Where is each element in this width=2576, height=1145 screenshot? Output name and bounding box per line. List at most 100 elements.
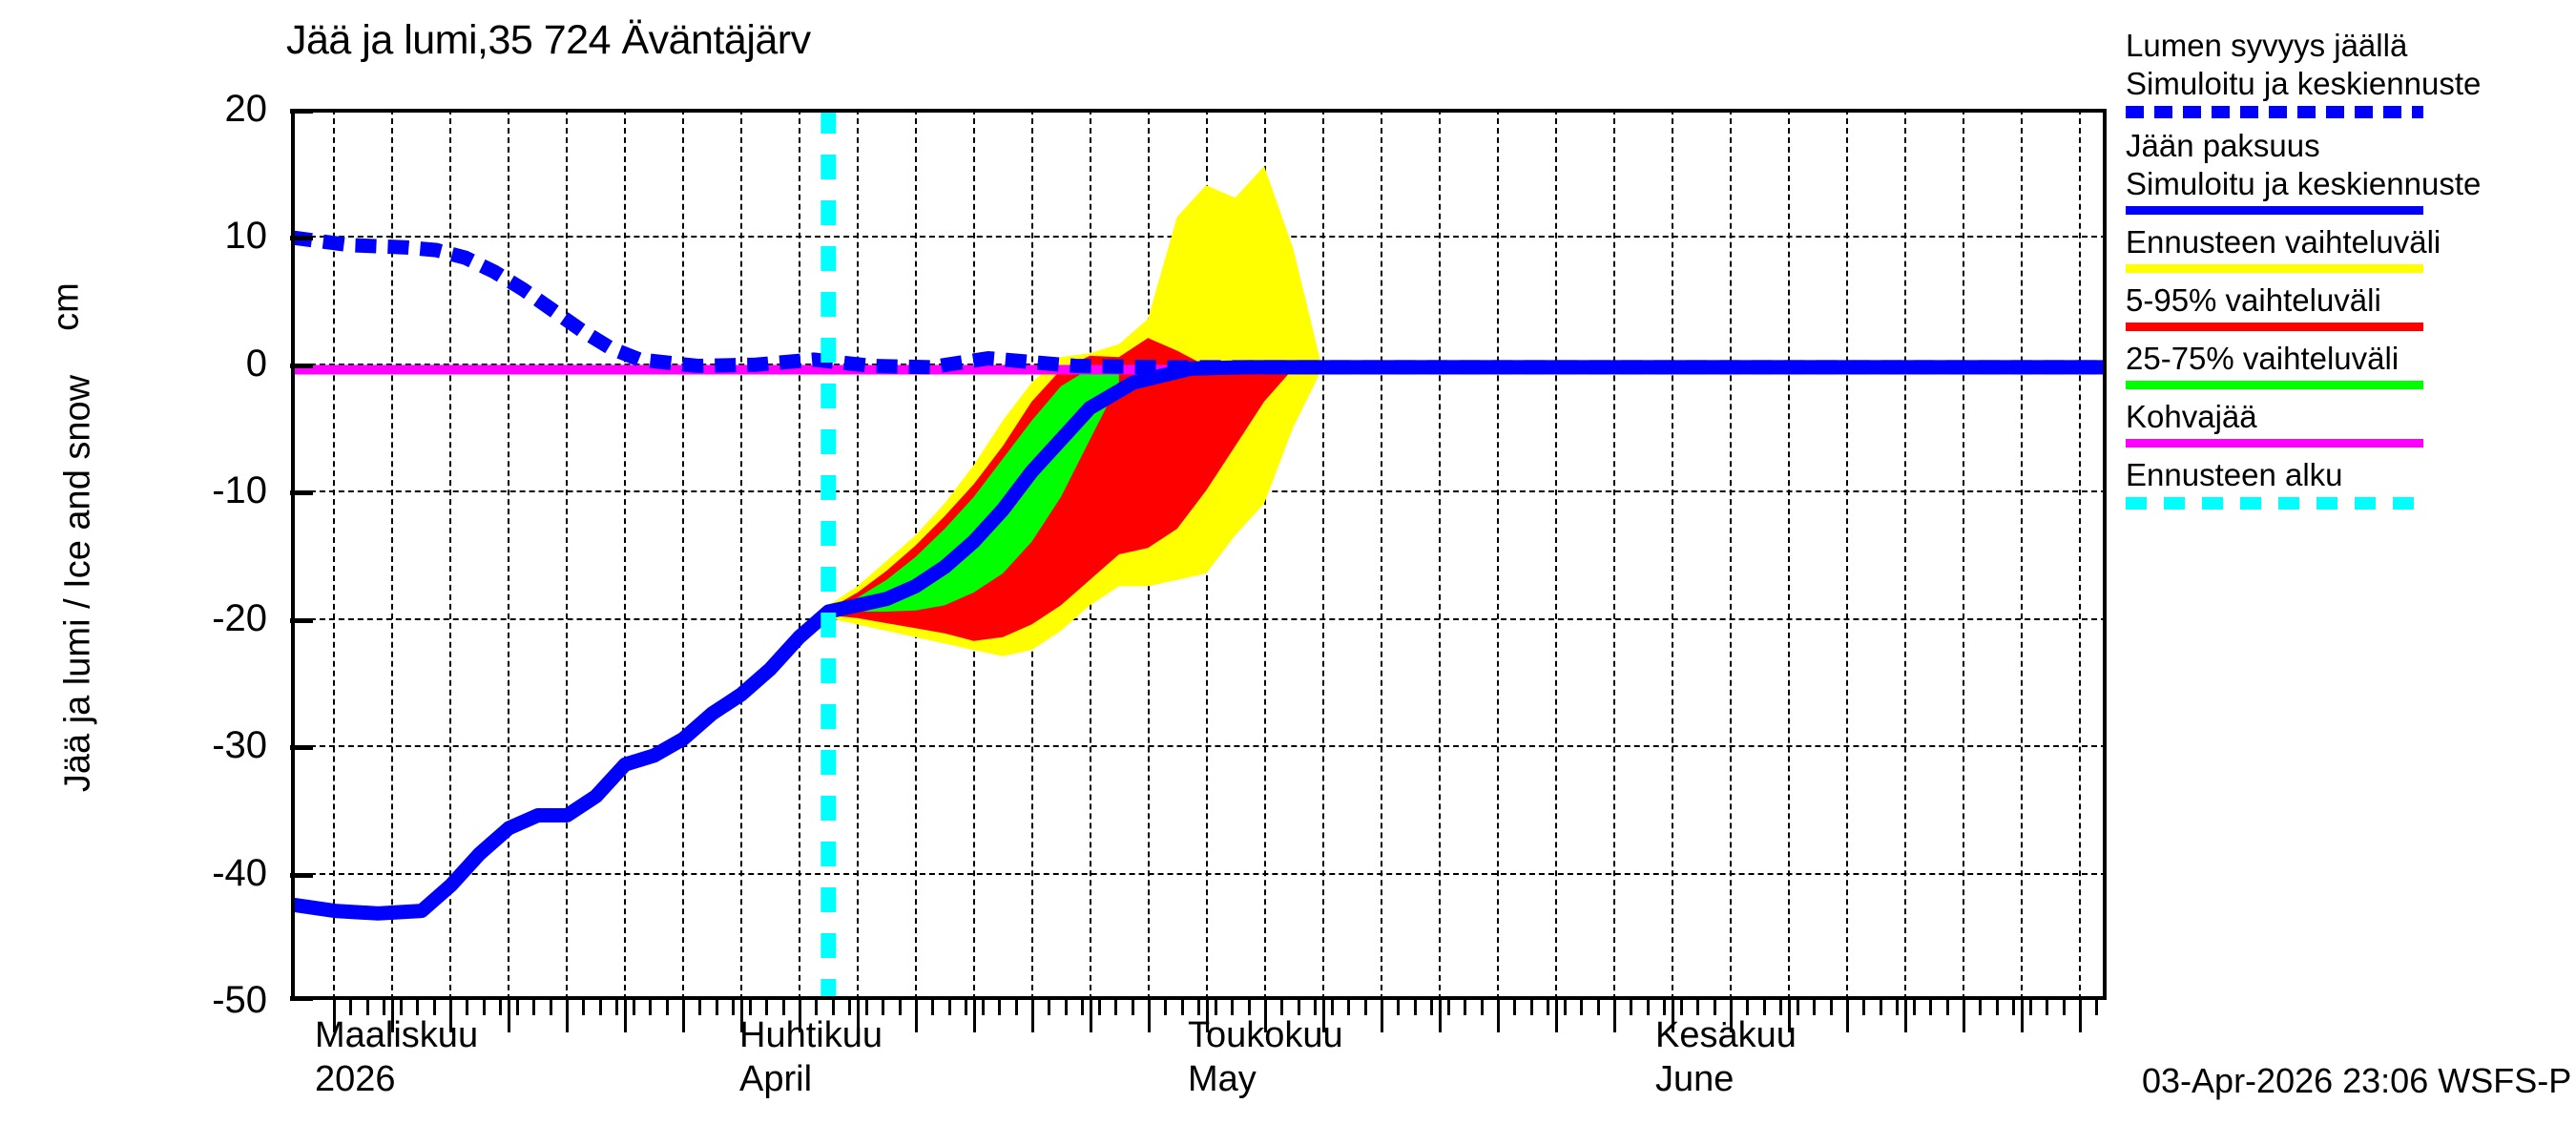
x-tick-minor [1048,1000,1051,1015]
x-tick-major [2079,1000,2082,1032]
gridline-vertical [1672,109,1673,1000]
footer-timestamp: 03-Apr-2026 23:06 WSFS-P [2142,1061,2572,1100]
x-tick-minor [1114,1000,1118,1015]
gridline-vertical [1497,109,1499,1000]
x-tick-minor [765,1000,769,1015]
x-tick-minor [1347,1000,1351,1015]
x-tick-minor [1097,1000,1101,1015]
x-tick-minor [1247,1000,1251,1015]
plot-area [290,109,2107,1001]
x-tick-minor [2028,1000,2032,1015]
x-tick-minor [1879,1000,1882,1015]
legend-swatch [2126,381,2423,389]
x-tick-minor [1014,1000,1018,1015]
x-tick-minor [981,1000,985,1015]
x-tick-minor [549,1000,552,1015]
x-tick-minor [1779,1000,1783,1015]
x-tick-minor [383,1000,386,1015]
gridline-horizontal [291,873,2107,875]
y-tick-label: 10 [224,215,268,257]
legend-item-title: 5-95% vaihteluväli [2126,282,2381,318]
gridline-vertical [740,109,742,1000]
x-tick-minor [1713,1000,1716,1015]
gridline-vertical [449,109,451,1000]
x-tick-minor [1314,1000,1318,1015]
x-tick-minor [1896,1000,1900,1015]
x-tick-major [1497,1000,1500,1032]
x-label-en: 2026 [315,1059,396,1099]
x-tick-minor [1430,1000,1434,1015]
gridline-horizontal [291,618,2107,620]
x-tick-minor [2095,1000,2099,1015]
x-tick-major [1090,1000,1092,1032]
legend-swatch [2126,264,2423,273]
x-tick-minor [815,1000,819,1015]
gridline-vertical [1963,109,1964,1000]
legend-item: Ennusteen alku [2126,456,2574,510]
x-tick-minor [715,1000,718,1015]
x-tick-minor [1480,1000,1484,1015]
x-tick-major [799,1000,801,1032]
x-label-fi: Maaliskuu [315,1015,479,1055]
x-tick-minor [1580,1000,1584,1015]
x-tick-minor [466,1000,469,1015]
legend-item-title: Jään paksuus [2126,128,2320,163]
x-tick-major [1264,1000,1267,1032]
x-tick-minor [1813,1000,1817,1015]
gridline-vertical [682,109,684,1000]
y-tick-mark [290,364,313,368]
legend-item: 25-75% vaihteluväli [2126,340,2574,389]
gridline-vertical [2021,109,2023,1000]
legend-item: Kohvajää [2126,398,2574,448]
x-axis-label-april: Huhtikuu April [739,1013,883,1101]
x-tick-minor [1214,1000,1217,1015]
x-tick-minor [2062,1000,2066,1015]
x-tick-major [2021,1000,2024,1032]
x-tick-major [1788,1000,1791,1032]
x-tick-minor [1945,1000,1949,1015]
x-tick-minor [515,1000,519,1015]
y-tick-mark [290,236,313,240]
legend-item: Lumen syvyys jäällä Simuloitu ja keskienn… [2126,27,2574,118]
x-tick-minor [698,1000,702,1015]
x-tick-minor [1446,1000,1450,1015]
x-tick-major [1846,1000,1849,1032]
x-tick-major [1613,1000,1616,1032]
x-tick-minor [1297,1000,1300,1015]
x-tick-minor [499,1000,503,1015]
x-tick-minor [349,1000,353,1015]
x-tick-minor [2012,1000,2016,1015]
gridline-vertical [1788,109,1790,1000]
x-axis-label-may: Toukokuu May [1188,1013,1343,1101]
x-tick-minor [1796,1000,1799,1015]
gridline-vertical [391,109,393,1000]
x-tick-major [624,1000,627,1032]
x-tick-minor [416,1000,420,1015]
y-tick-label: -20 [212,597,267,639]
y-tick-mark [290,618,313,623]
gridline-vertical [566,109,568,1000]
x-tick-major [1439,1000,1442,1032]
y-tick-label: -10 [212,469,267,511]
x-tick-minor [1829,1000,1833,1015]
gridline-vertical [1613,109,1615,1000]
legend-item-subtitle: Simuloitu ja keskiennuste [2126,166,2482,201]
x-tick-minor [399,1000,403,1015]
x-tick-minor [898,1000,902,1015]
x-tick-minor [998,1000,1002,1015]
y-tick-mark [290,490,313,495]
legend-swatch [2126,497,2423,510]
x-tick-major [1322,1000,1325,1032]
gridline-vertical [1846,109,1848,1000]
x-tick-minor [1979,1000,1983,1015]
x-tick-minor [864,1000,868,1015]
gridline-vertical [2079,109,2081,1000]
x-tick-minor [1762,1000,1766,1015]
legend-item-title: Ennusteen alku [2126,457,2343,492]
x-tick-minor [931,1000,935,1015]
x-tick-major [1206,1000,1209,1032]
x-tick-minor [615,1000,619,1015]
x-tick-minor [1596,1000,1600,1015]
x-tick-minor [1280,1000,1284,1015]
x-tick-major [915,1000,918,1032]
